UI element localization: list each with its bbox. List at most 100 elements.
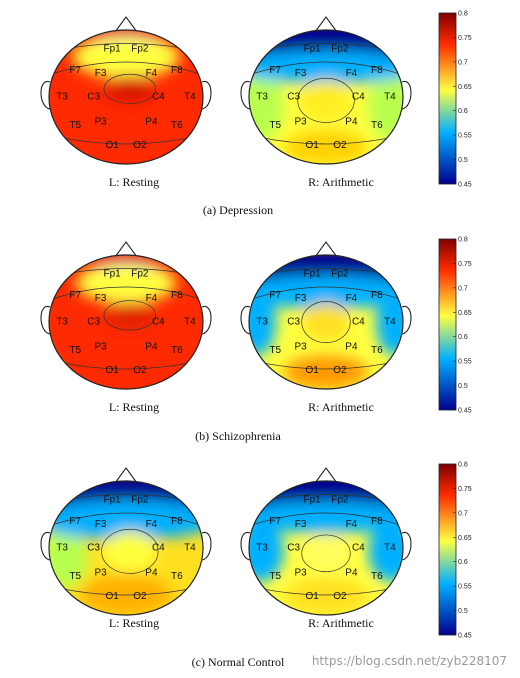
field xyxy=(49,30,203,164)
electrode-label: O1 xyxy=(105,591,119,602)
electrode-label: C3 xyxy=(87,317,100,328)
left-ear xyxy=(40,81,51,110)
panel-0: Fp1 Fp2 F7 F3 F4 F8 T3 C3 C4 T4 T5 P3 P4 T6 O1 O2 L: Res… xyxy=(40,11,472,217)
electrode-label: F4 xyxy=(146,68,158,79)
right-ear xyxy=(201,81,212,110)
right-ear xyxy=(201,306,212,335)
electrode-label: T6 xyxy=(371,120,383,131)
electrode-label: P3 xyxy=(294,567,307,578)
colorbar-tick-label: 0.5 xyxy=(458,157,468,164)
electrode-label: F8 xyxy=(371,290,383,301)
nose xyxy=(114,467,138,484)
field xyxy=(249,30,403,164)
electrode-label: Fp2 xyxy=(331,43,349,54)
electrode-label: C4 xyxy=(152,92,165,103)
electrode-label: Fp2 xyxy=(131,494,149,505)
head-map: Fp1 Fp2 F7 F3 F4 F8 T3 C3 C4 T4 T5 P3 P4 T6 O1 O2 xyxy=(240,467,412,616)
colorbar-tick-label: 0.55 xyxy=(458,359,472,366)
electrode-label: T5 xyxy=(69,571,81,582)
electrode-label: F3 xyxy=(95,519,107,530)
head-map: Fp1 Fp2 F7 F3 F4 F8 T3 C3 C4 T4 T5 P3 P4 T6 O1 O2 xyxy=(40,241,212,390)
condition-label: L: Resting xyxy=(109,400,159,414)
electrode-label: F4 xyxy=(146,519,158,530)
electrode-label: Fp1 xyxy=(104,268,122,279)
condition-label: R: Arithmetic xyxy=(308,616,374,630)
electrode-label: O2 xyxy=(133,591,147,602)
colorbar-tick-label: 0.75 xyxy=(458,35,472,42)
nose xyxy=(314,241,338,258)
electrode-label: P4 xyxy=(345,341,358,352)
colorbar-tick-label: 0.7 xyxy=(458,59,468,66)
colorbar-tick-label: 0.6 xyxy=(458,334,468,341)
electrode-label: P3 xyxy=(294,341,307,352)
colorbar-tick-label: 0.55 xyxy=(458,133,472,140)
electrode-label: P4 xyxy=(145,567,158,578)
electrode-label: T5 xyxy=(269,345,281,356)
head-outline xyxy=(248,254,404,390)
left-ear xyxy=(40,532,51,561)
electrode-label: Fp1 xyxy=(104,494,122,505)
colorbar-tick-label: 0.45 xyxy=(458,182,472,189)
electrode-label: C3 xyxy=(287,92,300,103)
electrode-label: T4 xyxy=(184,92,196,103)
electrode-label: Fp2 xyxy=(131,268,149,279)
condition-label: L: Resting xyxy=(109,616,159,630)
electrode-label: F3 xyxy=(295,68,307,79)
head-map: Fp1 Fp2 F7 F3 F4 F8 T3 C3 C4 T4 T5 P3 P4 T6 O1 O2 xyxy=(240,16,412,165)
electrode-label: Fp2 xyxy=(331,494,349,505)
nose xyxy=(114,16,138,33)
left-ear xyxy=(40,306,51,335)
colorbar-tick-label: 0.8 xyxy=(458,11,468,18)
electrode-label: F7 xyxy=(269,290,281,301)
condition-label: R: Arithmetic xyxy=(308,175,374,189)
head-outline xyxy=(248,29,404,165)
electrode-label: F7 xyxy=(269,516,281,527)
electrode-label: T5 xyxy=(69,345,81,356)
electrode-label: C3 xyxy=(287,543,300,554)
panel-caption: (c) Normal Control xyxy=(192,655,285,669)
electrode-label: C4 xyxy=(352,92,365,103)
condition-label: L: Resting xyxy=(109,175,159,189)
electrode-label: F3 xyxy=(95,293,107,304)
electrode-label: T4 xyxy=(184,543,196,554)
head-map: Fp1 Fp2 F7 F3 F4 F8 T3 C3 C4 T4 T5 P3 P4 T6 O1 O2 xyxy=(40,467,212,616)
electrode-label: P3 xyxy=(294,116,307,127)
left-ear xyxy=(240,81,251,110)
colorbar-tick-label: 0.8 xyxy=(458,237,468,244)
panel-caption: (a) Depression xyxy=(203,203,273,217)
electrode-label: P3 xyxy=(94,567,107,578)
electrode-label: T6 xyxy=(171,571,183,582)
electrode-label: C3 xyxy=(287,317,300,328)
colorbar-tick-label: 0.45 xyxy=(458,633,472,640)
electrode-label: Fp1 xyxy=(304,268,322,279)
electrode-label: O2 xyxy=(333,365,347,376)
electrode-label: C4 xyxy=(352,317,365,328)
electrode-label: P4 xyxy=(345,567,358,578)
electrode-label: P3 xyxy=(94,116,107,127)
electrode-label: P4 xyxy=(145,116,158,127)
nose xyxy=(314,467,338,484)
electrode-label: P3 xyxy=(94,341,107,352)
left-ear xyxy=(240,532,251,561)
electrode-label: F3 xyxy=(295,293,307,304)
electrode-label: F7 xyxy=(69,65,81,76)
electrode-label: T6 xyxy=(171,345,183,356)
electrode-label: Fp1 xyxy=(304,43,322,54)
electrode-label: O1 xyxy=(105,365,119,376)
electrode-label: F8 xyxy=(371,65,383,76)
watermark: https://blog.csdn.net/zyb228107 xyxy=(312,654,507,668)
right-ear xyxy=(401,306,412,335)
head-outline xyxy=(48,29,204,165)
electrode-label: F8 xyxy=(371,516,383,527)
electrode-label: C4 xyxy=(152,317,165,328)
electrode-label: F8 xyxy=(171,516,183,527)
electrode-label: F4 xyxy=(346,293,358,304)
electrode-label: T5 xyxy=(269,571,281,582)
electrode-label: T6 xyxy=(371,345,383,356)
electrode-label: F4 xyxy=(346,68,358,79)
nose xyxy=(114,241,138,258)
electrode-label: Fp1 xyxy=(104,43,122,54)
electrode-label: T3 xyxy=(256,317,268,328)
colorbar-tick-label: 0.5 xyxy=(458,608,468,615)
